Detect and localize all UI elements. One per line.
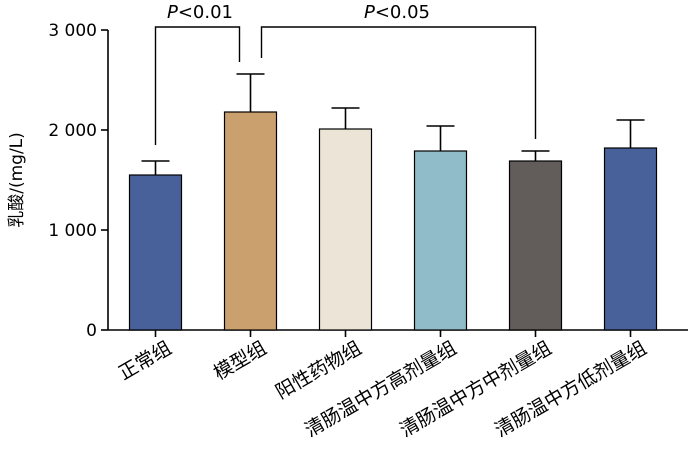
bar [223, 111, 278, 331]
y-axis-label: 乳酸/(mg/L) [7, 132, 27, 228]
significance-label: P<0.05 [364, 2, 430, 23]
y-axis: 0 1 000 2 000 3 000 [48, 21, 688, 341]
y-tick-label: 3 000 [48, 21, 97, 41]
significance-label: P<0.01 [167, 2, 233, 23]
y-tick-label: 1 000 [48, 221, 97, 241]
bars [128, 111, 658, 331]
significance-brackets: P<0.01 P<0.05 [154, 2, 537, 145]
significance-bracket [154, 26, 241, 145]
x-category-label: 清肠温中方中剂量组 [396, 337, 555, 442]
bar [318, 128, 373, 331]
y-tick-label: 0 [86, 321, 97, 341]
bar [413, 150, 468, 331]
error-bars [141, 73, 645, 175]
x-category-label: 清肠温中方高剂量组 [301, 337, 460, 442]
bar [603, 147, 658, 331]
x-category-label: 模型组 [210, 337, 270, 385]
x-category-label: 清肠温中方低剂量组 [491, 337, 650, 442]
bar [128, 174, 183, 331]
y-tick-label: 2 000 [48, 121, 97, 141]
x-category-label: 正常组 [115, 337, 175, 385]
significance-bracket [260, 26, 537, 139]
bar [508, 160, 563, 331]
